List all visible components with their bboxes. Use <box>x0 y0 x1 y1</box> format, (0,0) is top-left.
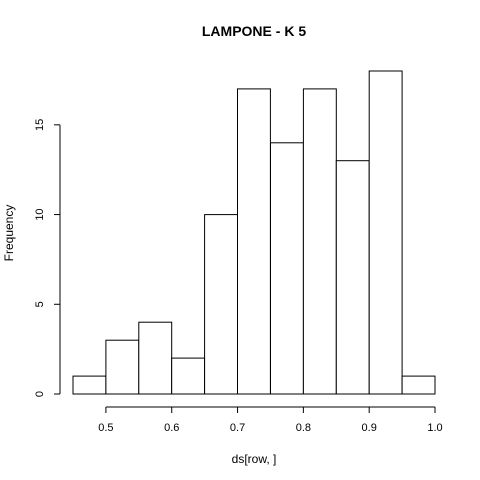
histogram-bar-7 <box>302 88 337 395</box>
x-tick-label-3: 0.8 <box>296 422 311 434</box>
y-axis: 0 5 10 15 <box>34 119 61 397</box>
histogram-bar-6 <box>270 142 304 395</box>
histogram-bar-9 <box>368 70 403 395</box>
x-tick-label-0: 0.5 <box>98 422 113 434</box>
histogram-bar-2 <box>138 321 173 395</box>
chart-title: LAMPONE - K 5 <box>202 23 306 39</box>
y-tick-label-1: 5 <box>34 301 46 307</box>
histogram-bar-4 <box>204 214 239 395</box>
histogram-bar-0 <box>72 375 107 395</box>
x-axis-label: ds[row, ] <box>232 452 277 466</box>
histogram-bar-1 <box>105 339 140 395</box>
y-axis-label: Frequency <box>2 205 16 262</box>
histogram-bar-5 <box>237 88 271 395</box>
y-tick-label-0: 0 <box>34 391 46 397</box>
x-tick-label-4: 0.9 <box>362 422 377 434</box>
x-tick-label-2: 0.7 <box>230 422 245 434</box>
histogram-bar-3 <box>171 357 206 395</box>
x-tick-label-1: 0.6 <box>164 422 179 434</box>
histogram-bar-10 <box>401 375 436 395</box>
x-axis: 0.5 0.6 0.7 0.8 0.9 1.0 <box>98 406 443 434</box>
y-tick-label-3: 15 <box>34 119 46 131</box>
histogram-bar-8 <box>335 160 370 395</box>
bars-group <box>72 70 436 395</box>
y-tick-label-2: 10 <box>34 208 46 220</box>
x-tick-label-5: 1.0 <box>427 422 442 434</box>
